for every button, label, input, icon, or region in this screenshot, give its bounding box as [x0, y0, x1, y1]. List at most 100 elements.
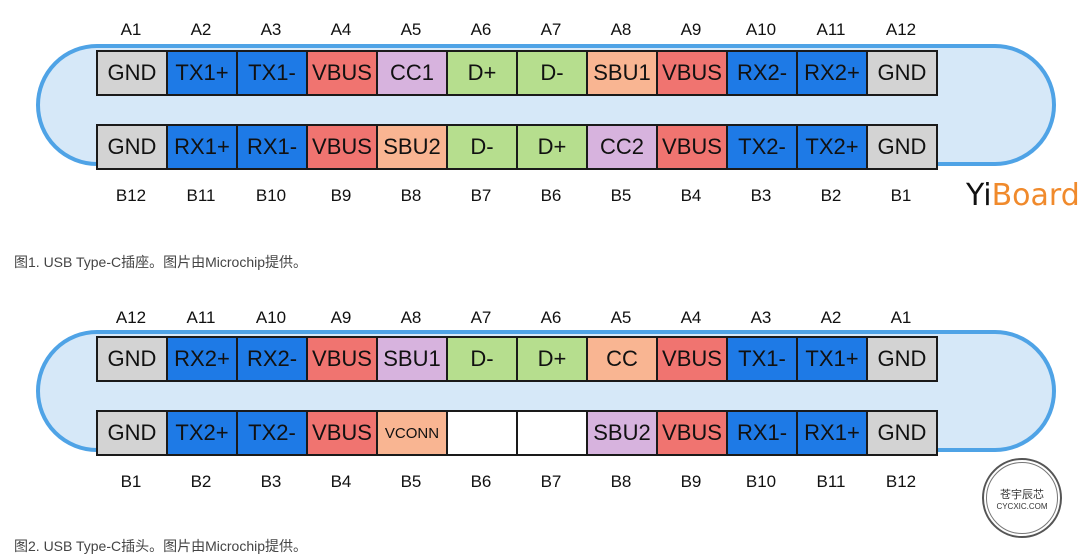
pin-number-label: A8 — [400, 308, 422, 327]
top-pin-labels: A1 A2 A3 A4 A5 A6 A7 A8 A9 A10 A11 A12 — [96, 20, 936, 40]
pin-number-label: B1 — [120, 472, 142, 491]
top-pin-row: GND RX2+ RX2- VBUS SBU1 D- D+ CC VBUS TX1- TX1+ GND — [96, 336, 938, 382]
pin-number-label: A7 — [540, 20, 562, 39]
pin-number-label: A4 — [680, 308, 702, 327]
pin-gnd: GND — [96, 124, 168, 170]
bottom-pin-labels: B1 B2 B3 B4 B5 B6 B7 B8 B9 B10 B11 B12 — [96, 472, 936, 492]
watermark-stamp: 苍宇辰芯 CYCXIC.COM — [982, 458, 1062, 538]
pin-gnd: GND — [96, 410, 168, 456]
pin-number-label: A8 — [610, 20, 632, 39]
pin-number-label: A4 — [330, 20, 352, 39]
pin-number-label: A5 — [610, 308, 632, 327]
pin-number-label: A2 — [190, 20, 212, 39]
pin-number-label: A12 — [115, 308, 147, 327]
brand-accent: Board — [991, 178, 1080, 213]
pin-sbu1: SBU1 — [586, 50, 658, 96]
brand-logo: YiBoard — [966, 178, 1080, 213]
pin-number-label: B4 — [680, 186, 702, 205]
pin-sbu2: SBU2 — [376, 124, 448, 170]
pin-number-label: B10 — [255, 186, 287, 205]
pin-vbus: VBUS — [656, 124, 728, 170]
pin-gnd: GND — [96, 50, 168, 96]
figure-receptacle: A1 A2 A3 A4 A5 A6 A7 A8 A9 A10 A11 A12 GND TX1+ TX1- V… — [14, 20, 1080, 270]
pin-number-label: A11 — [816, 20, 846, 39]
pin-rx1: RX1- — [236, 124, 308, 170]
pin-vbus: VBUS — [656, 410, 728, 456]
pin-number-label: B11 — [816, 472, 846, 491]
pin-number-label: A10 — [745, 20, 777, 39]
pin-number-label: B6 — [470, 472, 492, 491]
pin-d: D+ — [516, 336, 588, 382]
pin-vbus: VBUS — [306, 124, 378, 170]
pin-d: D- — [446, 124, 518, 170]
pin-number-label: B12 — [885, 472, 917, 491]
pin-d: D+ — [516, 124, 588, 170]
pin-tx2: TX2+ — [166, 410, 238, 456]
pin-rx1: RX1+ — [166, 124, 238, 170]
pin-cc2: CC2 — [586, 124, 658, 170]
bottom-pin-row: GND RX1+ RX1- VBUS SBU2 D- D+ CC2 VBUS TX2- TX2+ GN… — [96, 124, 938, 170]
pin-tx1: TX1- — [236, 50, 308, 96]
pin-gnd: GND — [866, 50, 938, 96]
pin-d: D- — [516, 50, 588, 96]
pin-number-label: B3 — [260, 472, 282, 491]
top-pin-row: GND TX1+ TX1- VBUS CC1 D+ D- SBU1 VBUS RX2- RX2+ GN… — [96, 50, 938, 96]
pin-number-label: B5 — [610, 186, 632, 205]
pin-number-label: B8 — [400, 186, 422, 205]
brand-prefix: Yi — [966, 178, 992, 213]
pin-cc: CC — [586, 336, 658, 382]
pin-empty — [446, 410, 518, 456]
pin-number-label: B11 — [186, 186, 216, 205]
figure-caption: 图2. USB Type-C插头。图片由Microchip提供。 — [14, 538, 308, 554]
pin-number-label: B12 — [115, 186, 147, 205]
pin-cc1: CC1 — [376, 50, 448, 96]
pin-number-label: A3 — [260, 20, 282, 39]
pin-number-label: B2 — [820, 186, 842, 205]
pin-vbus: VBUS — [656, 50, 728, 96]
pin-d: D+ — [446, 50, 518, 96]
pin-number-label: A9 — [680, 20, 702, 39]
stamp-line2: CYCXIC.COM — [996, 501, 1048, 511]
pin-vbus: VBUS — [306, 50, 378, 96]
pin-number-label: B9 — [330, 186, 352, 205]
pin-d: D- — [446, 336, 518, 382]
pin-sbu2: SBU2 — [586, 410, 658, 456]
top-pin-labels: A12 A11 A10 A9 A8 A7 A6 A5 A4 A3 A2 A1 — [96, 308, 936, 328]
stamp-inner: 苍宇辰芯 CYCXIC.COM — [986, 462, 1058, 534]
pin-number-label: A11 — [186, 308, 216, 327]
pin-rx1: RX1+ — [796, 410, 868, 456]
pin-number-label: B3 — [750, 186, 772, 205]
pin-number-label: B1 — [890, 186, 912, 205]
pin-number-label: B4 — [330, 472, 352, 491]
pin-number-label: A6 — [540, 308, 562, 327]
pin-number-label: B9 — [680, 472, 702, 491]
pin-number-label: B7 — [540, 472, 562, 491]
pin-number-label: B7 — [470, 186, 492, 205]
pin-number-label: A7 — [470, 308, 492, 327]
pin-number-label: A9 — [330, 308, 352, 327]
pin-sbu1: SBU1 — [376, 336, 448, 382]
pin-gnd: GND — [866, 336, 938, 382]
pin-number-label: A2 — [820, 308, 842, 327]
pin-number-label: A3 — [750, 308, 772, 327]
pin-empty — [516, 410, 588, 456]
pin-number-label: A10 — [255, 308, 287, 327]
pin-rx1: RX1- — [726, 410, 798, 456]
pin-number-label: B2 — [190, 472, 212, 491]
bottom-pin-row: GND TX2+ TX2- VBUS VCONN SBU2 VBUS RX1- RX1+ GND — [96, 410, 938, 456]
pin-tx2: TX2- — [236, 410, 308, 456]
figure-caption: 图1. USB Type-C插座。图片由Microchip提供。 — [14, 254, 308, 270]
pin-vbus: VBUS — [656, 336, 728, 382]
pin-gnd: GND — [866, 124, 938, 170]
pin-tx1: TX1- — [726, 336, 798, 382]
pin-rx2: RX2+ — [166, 336, 238, 382]
pin-tx2: TX2+ — [796, 124, 868, 170]
pin-rx2: RX2+ — [796, 50, 868, 96]
pin-number-label: A6 — [470, 20, 492, 39]
pin-number-label: B10 — [745, 472, 777, 491]
pin-vbus: VBUS — [306, 336, 378, 382]
pin-tx1: TX1+ — [796, 336, 868, 382]
stamp-line1: 苍宇辰芯 — [1000, 488, 1044, 501]
pin-number-label: B6 — [540, 186, 562, 205]
pin-tx2: TX2- — [726, 124, 798, 170]
